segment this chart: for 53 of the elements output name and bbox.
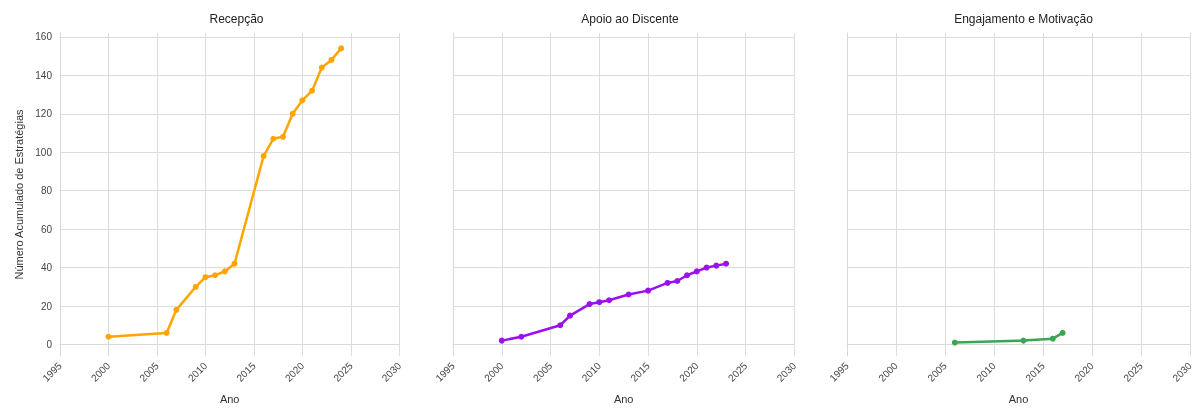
point	[192, 283, 199, 290]
point	[645, 287, 652, 294]
y-tick-label: 120	[35, 108, 53, 120]
point	[338, 45, 345, 52]
point	[703, 264, 710, 271]
point	[625, 291, 632, 298]
point	[221, 268, 228, 275]
y-axis-title: Número Acumulado de Estratégias	[12, 109, 25, 280]
point	[586, 301, 593, 308]
y-tick-label: 20	[40, 300, 53, 312]
point	[693, 268, 700, 275]
point	[518, 333, 525, 340]
y-tick-label: 100	[35, 146, 53, 158]
point	[173, 306, 180, 313]
chart-title: Recepção	[209, 12, 264, 26]
point	[684, 272, 691, 279]
point	[498, 337, 505, 344]
point	[1059, 329, 1066, 336]
point	[606, 297, 613, 304]
point	[567, 312, 574, 319]
point	[328, 56, 335, 63]
y-tick-label: 0	[46, 338, 53, 350]
point	[713, 262, 720, 269]
point	[105, 333, 112, 340]
point	[1020, 337, 1027, 344]
y-tick-label: 60	[40, 223, 53, 235]
chart-title: Engajamento e Motivação	[954, 12, 1094, 26]
x-axis-title: Ano	[613, 392, 634, 405]
point	[318, 64, 325, 71]
point	[674, 278, 681, 285]
point	[212, 272, 219, 279]
point	[270, 135, 277, 142]
point	[596, 299, 603, 306]
y-tick-label: 80	[40, 185, 53, 197]
point	[664, 279, 671, 286]
point	[163, 329, 170, 336]
x-axis-title: Ano	[219, 392, 240, 405]
point	[280, 133, 286, 140]
point	[723, 260, 730, 267]
point	[260, 153, 267, 160]
y-tick-label: 40	[40, 262, 53, 274]
point	[951, 339, 958, 346]
point	[299, 97, 306, 104]
chart-title: Apoio ao Discente	[581, 12, 680, 26]
point	[557, 322, 564, 329]
x-axis-title: Ano	[1008, 392, 1029, 405]
point	[289, 110, 296, 117]
point	[309, 87, 316, 94]
point	[1049, 335, 1056, 342]
point	[202, 274, 209, 281]
y-tick-label: 160	[35, 31, 53, 43]
y-tick-label: 140	[35, 69, 53, 81]
point	[231, 260, 238, 267]
